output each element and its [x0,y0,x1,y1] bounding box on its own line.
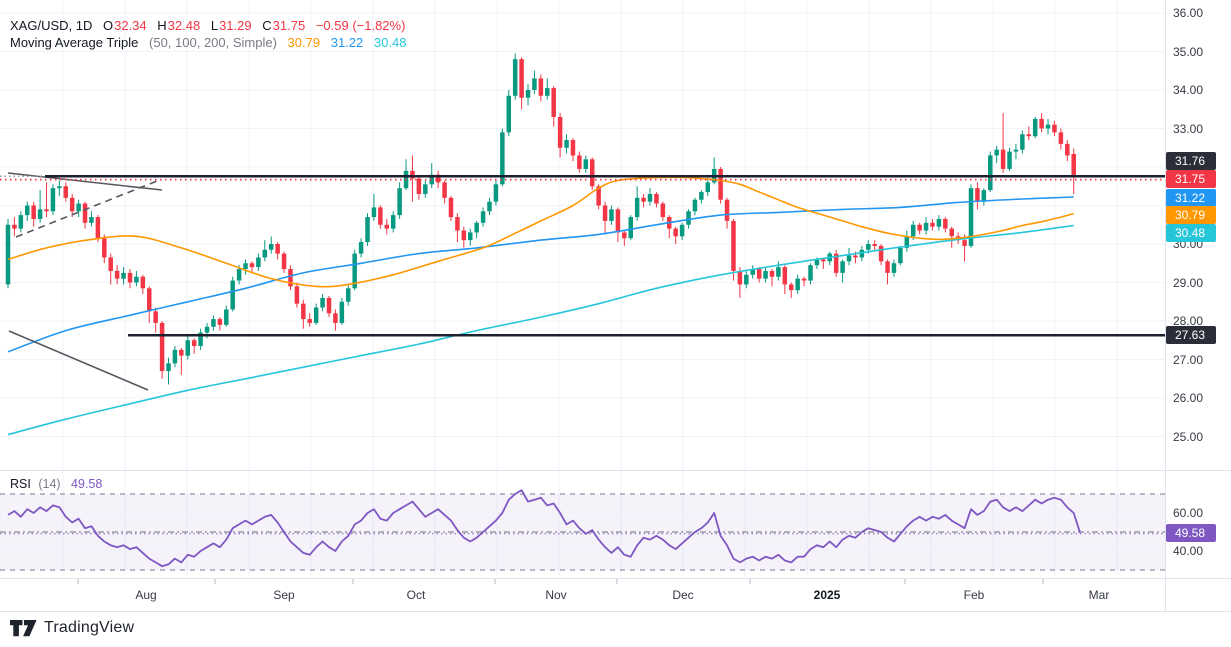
high-value: 32.48 [167,18,201,33]
price-badge: 31.75 [1166,170,1216,188]
price-badge: 30.48 [1166,224,1216,242]
rsi-axis-label: 60.00 [1173,506,1204,520]
price-axis-label: 28.00 [1173,314,1204,328]
time-axis-label: Feb [963,588,985,602]
time-axis-label: Nov [545,588,567,602]
trendlines[interactable] [7,172,163,391]
time-axis-label: Aug [135,588,157,602]
price-axis-label: 29.00 [1173,275,1204,290]
symbol-legend[interactable]: XAG/USD, 1D O32.34 H32.48 L31.29 C31.75 … [10,18,405,33]
ma-title: Moving Average Triple [10,35,139,50]
time-axis-label: Mar [1088,588,1110,602]
price-badge: 31.76 [1166,152,1216,170]
time-axis-label: Sep [273,588,295,602]
price-gridlines [0,12,1165,437]
price-axis-label: 33.00 [1173,121,1204,136]
price-axis-label: 35.00 [1173,44,1204,59]
sma50-line [7,176,1074,288]
ma-indicator-legend[interactable]: Moving Average Triple (50, 100, 200, Sim… [10,35,406,50]
rsi-indicator-legend[interactable]: RSI (14) 49.58 [10,477,102,491]
low-value: 31.29 [219,18,252,33]
price-badge: 27.63 [1166,326,1216,344]
symbol-title: XAG/USD, 1D [10,18,93,33]
open-value: 32.34 [114,18,147,33]
high-label: H [157,18,167,33]
time-axis[interactable] [0,579,1231,605]
price-axis-label: 34.00 [1173,83,1204,97]
time-axis-label: Dec [672,588,694,602]
tradingview-logo[interactable]: TradingView [10,619,134,637]
close-value: 31.75 [272,18,306,33]
ma100-value: 31.22 [330,35,364,50]
change-value: −0.59 (−1.82%) [315,18,406,33]
price-axis-label: 27.00 [1173,352,1204,367]
time-axis-label: 2025 [813,588,841,602]
ma50-value: 30.79 [287,35,321,50]
price-badge: 49.58 [1166,524,1216,542]
price-levels[interactable] [0,174,1165,337]
rsi-axis-label: 40.00 [1173,544,1204,558]
candles-series [5,53,1076,385]
close-label: C [262,18,272,33]
rsi-line [7,489,1081,568]
ma200-value: 30.48 [373,35,407,50]
price-axis[interactable] [1166,0,1231,578]
price-axis-label: 36.00 [1173,6,1204,20]
price-badge: 30.79 [1166,206,1216,224]
rsi-value: 49.58 [71,477,103,491]
rsi-title: RSI [10,477,31,491]
ma-args: (50, 100, 200, Simple) [149,35,277,50]
vertical-gridlines [62,0,1118,578]
pane-separators [0,0,1231,612]
low-label: L [210,18,219,33]
sma200-line [7,224,1074,436]
tradingview-logo-icon [10,619,37,636]
time-axis-label: Oct [406,588,426,602]
sma100-line [7,196,1074,353]
price-axis-label: 26.00 [1173,391,1204,405]
tradingview-logo-text: TradingView [44,619,135,636]
price-axis-label: 25.00 [1173,429,1204,444]
chart-canvas[interactable] [0,0,1231,615]
price-badge: 31.22 [1166,189,1216,207]
rsi-args: (14) [38,477,61,491]
open-label: O [102,18,114,33]
